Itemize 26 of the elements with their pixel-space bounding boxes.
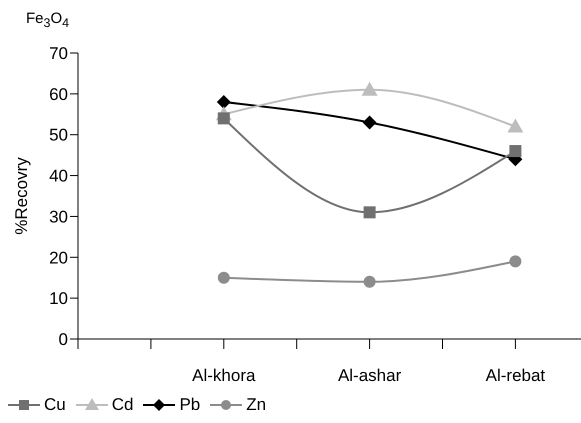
legend-label: Zn — [246, 395, 266, 415]
y-axis-title: %Recovry — [12, 156, 32, 235]
legend-label: Cu — [44, 395, 66, 415]
point — [507, 118, 524, 133]
y-tick-label: 60 — [49, 84, 68, 104]
point — [362, 82, 378, 96]
y-tick-label: 40 — [49, 166, 68, 186]
point — [364, 276, 376, 288]
x-tick-label: Al-ashar — [338, 366, 402, 386]
y-tick-label: 70 — [49, 44, 68, 64]
x-tick-label: Al-rebat — [486, 366, 546, 386]
y-tick-label: 30 — [49, 207, 68, 226]
point — [509, 145, 522, 158]
x-tick-label: Al-khora — [192, 366, 256, 386]
point — [362, 115, 377, 130]
point — [509, 255, 522, 268]
point — [364, 206, 376, 218]
legend-label: Cd — [112, 395, 134, 415]
y-tick-label: 10 — [49, 289, 68, 308]
legend-label: Pb — [179, 395, 200, 415]
y-tick-label: 0 — [58, 330, 68, 350]
point — [218, 272, 230, 284]
point — [216, 95, 231, 110]
chart-title: Fe$_{3}$O$_{4}$ — [26, 10, 70, 30]
y-tick-label: 20 — [49, 248, 68, 268]
y-tick-label: 50 — [49, 126, 68, 145]
